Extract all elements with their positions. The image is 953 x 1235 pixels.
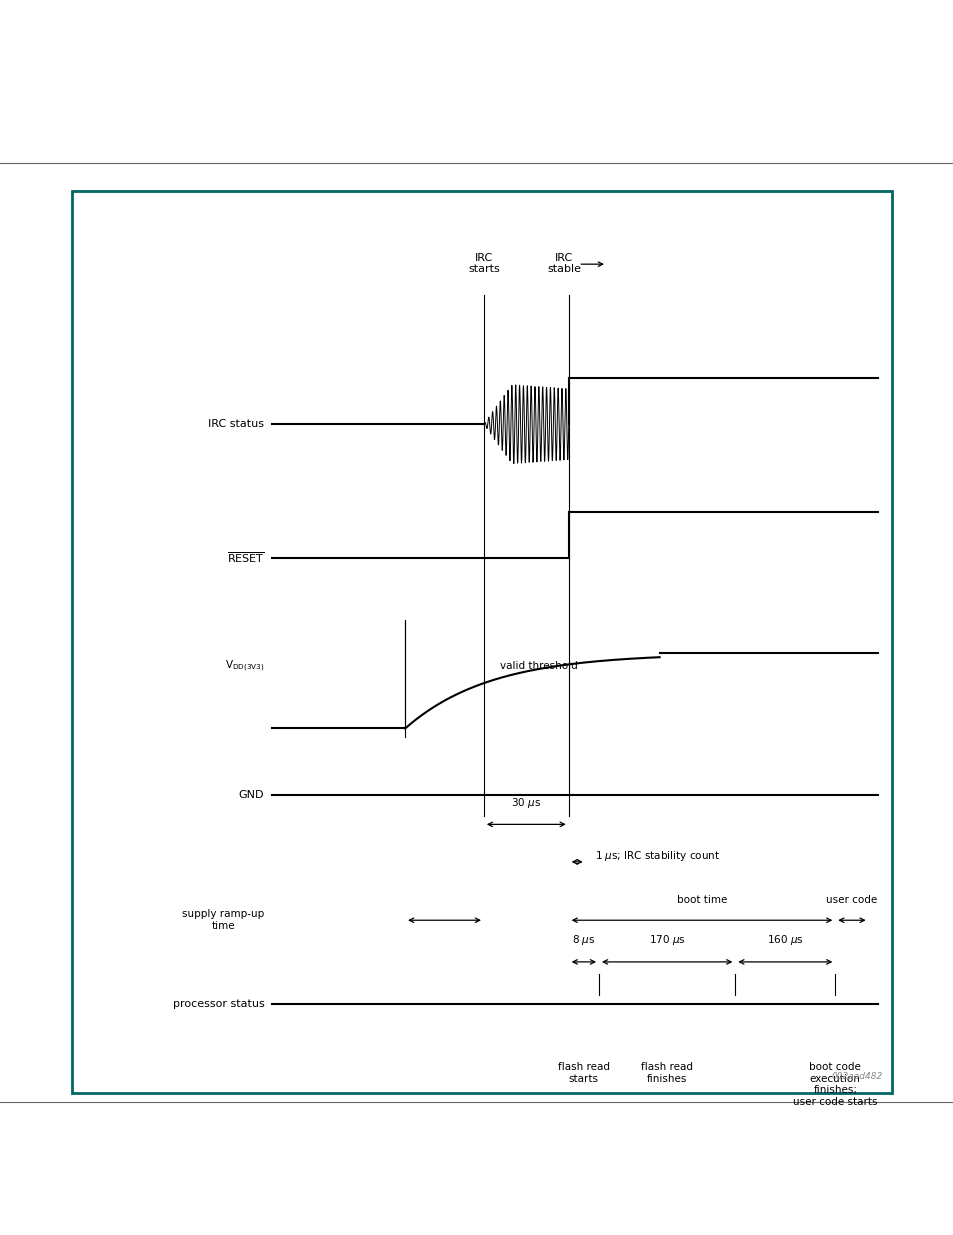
Text: flash read
starts: flash read starts (558, 1062, 609, 1083)
Text: $\overline{\mathrm{RESET}}$: $\overline{\mathrm{RESET}}$ (227, 551, 264, 564)
Text: boot code
execution
finishes;
user code starts: boot code execution finishes; user code … (792, 1062, 877, 1107)
Text: 160 $\mu$s: 160 $\mu$s (766, 934, 802, 947)
Text: GND: GND (238, 790, 264, 800)
Text: boot time: boot time (676, 895, 726, 905)
Text: processor status: processor status (172, 999, 264, 1009)
Text: flash read
finishes: flash read finishes (640, 1062, 693, 1083)
Text: 1 $\mu$s; IRC stability count: 1 $\mu$s; IRC stability count (595, 848, 720, 863)
Text: 8 $\mu$s: 8 $\mu$s (572, 934, 595, 947)
Text: valid threshold: valid threshold (499, 661, 577, 671)
Text: IRC status: IRC status (208, 419, 264, 430)
FancyBboxPatch shape (71, 191, 891, 1093)
Text: 002aad482: 002aad482 (830, 1072, 882, 1081)
Text: IRC
stable: IRC stable (546, 253, 580, 274)
Text: 30 $\mu$s: 30 $\mu$s (511, 795, 540, 810)
Text: IRC
starts: IRC starts (468, 253, 499, 274)
Text: 170 $\mu$s: 170 $\mu$s (648, 934, 685, 947)
Text: $\mathregular{V}_{\mathregular{DD(3V3)}}$: $\mathregular{V}_{\mathregular{DD(3V3)}}… (225, 658, 264, 673)
Text: user code: user code (825, 895, 877, 905)
Text: supply ramp-up
time: supply ramp-up time (182, 909, 264, 931)
